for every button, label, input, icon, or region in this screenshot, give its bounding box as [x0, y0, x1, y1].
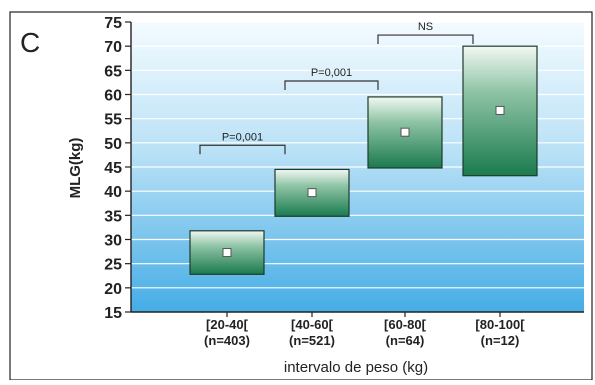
- y-axis-ticks: 15 20 25 30 35 40 45 50 55 60 65 70 75: [104, 15, 131, 322]
- x-tick-sample-size: (n=521): [289, 333, 335, 348]
- mean-marker: [307, 188, 317, 198]
- y-tick-label: 15: [104, 305, 122, 322]
- x-tick-label: [60-80[: [384, 317, 427, 332]
- comparison-bracket: [284, 80, 379, 90]
- y-tick-label: 75: [104, 15, 122, 32]
- y-tick-label: 70: [104, 39, 122, 56]
- comparison-bracket: [199, 144, 286, 155]
- x-tick-label: [20-40[: [206, 317, 249, 332]
- x-tick-sample-size: (n=403): [204, 333, 250, 348]
- y-tick-label: 25: [104, 257, 122, 274]
- comparison-bracket: [377, 34, 474, 45]
- y-tick-label: 40: [104, 184, 122, 201]
- x-tick-label: [80-100[: [475, 317, 525, 332]
- x-tick-label: [40-60[: [291, 317, 334, 332]
- comparison-label: P=0,001: [222, 131, 263, 143]
- x-tick-sample-size: (n=64): [386, 333, 425, 348]
- mean-marker: [400, 127, 410, 137]
- comparison-brackets: P=0,001 P=0,001 NS: [199, 21, 474, 155]
- x-axis-ticks: [20-40[(n=403) [40-60[(n=521) [60-80[(n=64…: [204, 312, 525, 348]
- mean-marker: [222, 248, 232, 258]
- y-tick-label: 55: [104, 112, 122, 129]
- x-axis-label: intervalo de peso (kg): [284, 359, 428, 376]
- comparison-label: NS: [418, 21, 433, 33]
- y-tick-label: 30: [104, 233, 122, 250]
- y-tick-label: 65: [104, 63, 122, 80]
- y-tick-label: 20: [104, 281, 122, 298]
- data-boxes: [189, 45, 538, 275]
- y-tick-label: 50: [104, 136, 122, 153]
- y-tick-label: 35: [104, 208, 122, 225]
- y-axis-label: MLG(kg): [67, 138, 84, 199]
- y-tick-label: 60: [104, 88, 122, 105]
- x-tick-sample-size: (n=12): [481, 333, 520, 348]
- comparison-label: P=0,001: [311, 67, 352, 79]
- mean-marker: [495, 105, 505, 115]
- y-tick-label: 45: [104, 160, 122, 177]
- panel-label: C: [20, 27, 40, 58]
